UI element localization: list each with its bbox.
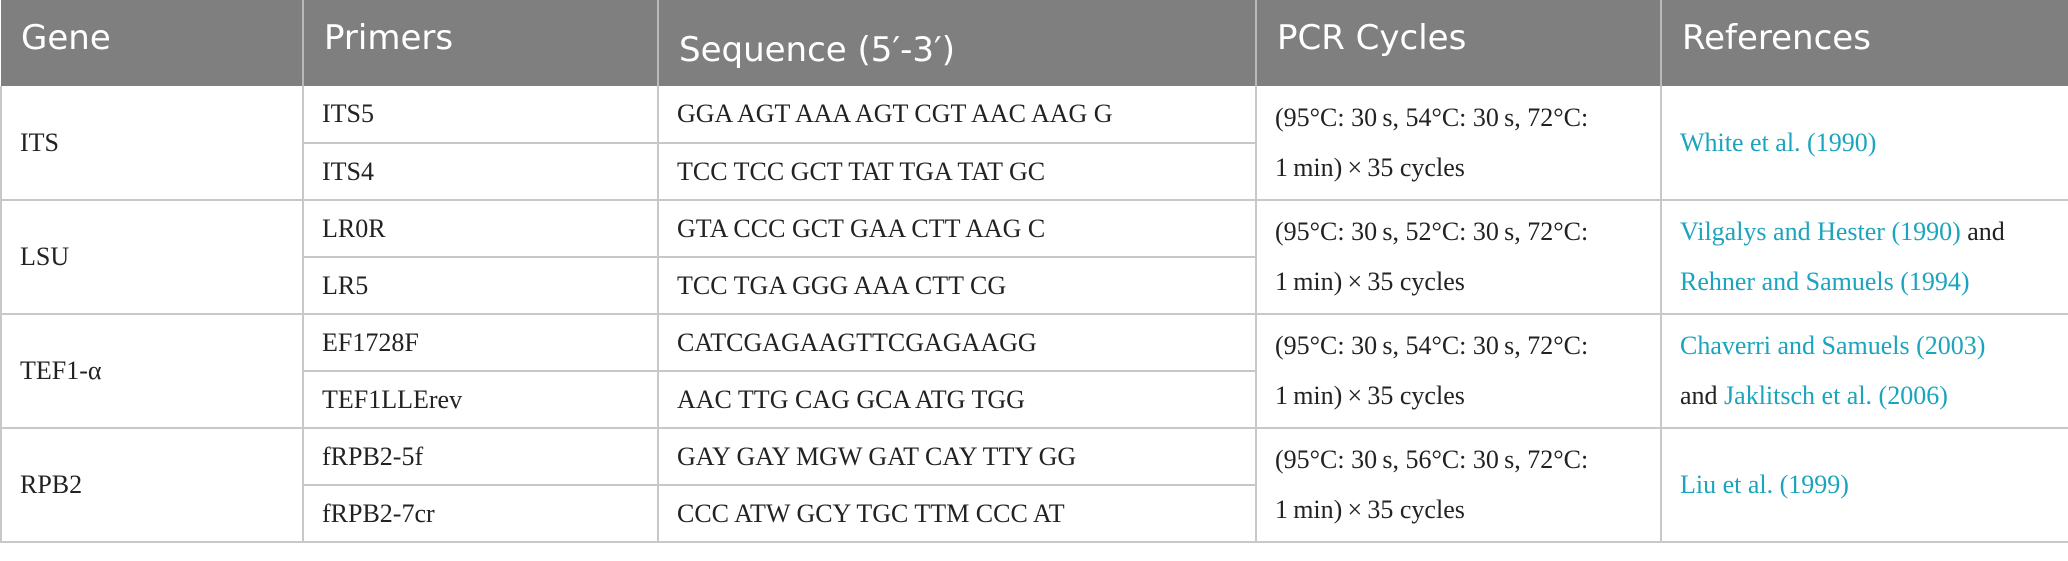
references-cell: Chaverri and Samuels (2003) and Jaklitsc… [1661, 314, 2068, 429]
sequence-cell: TCC TGA GGG AAA CTT CG [658, 257, 1257, 315]
table-row: LSU LR0R GTA CCC GCT GAA CTT AAG C (95°C… [0, 200, 2068, 315]
gene-cell: LSU [0, 200, 304, 315]
table-row: TEF1-α EF1728F CATCGAGAAGTTCGAGAAGG (95°… [0, 314, 2068, 429]
table-row: ITS ITS5 GGA AGT AAA AGT CGT AAC AAG G (… [0, 86, 2068, 201]
table-body: ITS ITS5 GGA AGT AAA AGT CGT AAC AAG G (… [0, 86, 2068, 543]
references-cell: White et al. (1990) [1661, 86, 2068, 201]
sequence-cell: CATCGAGAAGTTCGAGAAGG [658, 314, 1257, 372]
reference-link[interactable]: White et al. (1990) [1680, 127, 1877, 157]
pcr-cycles-cell: (95°C: 30 s, 52°C: 30 s, 72°C: 1 min) × … [1256, 200, 1662, 315]
reference-conjunction: and [1680, 381, 1725, 410]
primer-table: Gene Primers Sequence (5′-3′) PCR Cycles… [0, 0, 2068, 543]
gene-cell: ITS [0, 86, 304, 201]
pcr-cycles-line: 1 min) × 35 cycles [1275, 381, 1465, 410]
pcr-cycles-line: 1 min) × 35 cycles [1275, 495, 1465, 524]
header-pcr-cycles: PCR Cycles [1256, 0, 1662, 86]
primer-name-cell: fRPB2-7cr [302, 485, 659, 543]
gene-cell: RPB2 [0, 428, 304, 543]
reference-link[interactable]: Rehner and Samuels (1994) [1680, 267, 1970, 296]
header-primers: Primers [303, 0, 659, 86]
reference-link[interactable]: Jaklitsch et al. (2006) [1724, 381, 1948, 410]
header-row: Gene Primers Sequence (5′-3′) PCR Cycles… [1, 0, 2068, 86]
pcr-cycles-cell: (95°C: 30 s, 54°C: 30 s, 72°C: 1 min) × … [1256, 86, 1662, 201]
pcr-cycles-line: 1 min) × 35 cycles [1275, 267, 1465, 296]
pcr-cycles-line: (95°C: 30 s, 52°C: 30 s, 72°C: [1275, 217, 1589, 246]
sequence-cell: TCC TCC GCT TAT TGA TAT GC [658, 143, 1257, 201]
reference-link[interactable]: Liu et al. (1999) [1680, 470, 1849, 499]
table-row: RPB2 fRPB2-5f GAY GAY MGW GAT CAY TTY GG… [0, 428, 2068, 543]
reference-link[interactable]: Chaverri and Samuels (2003) [1680, 331, 1986, 360]
primer-name-cell: ITS5 [303, 86, 659, 144]
table-row: ITS4 TCC TCC GCT TAT TGA TAT GC [1, 143, 2068, 201]
sequence-cell: GAY GAY MGW GAT CAY TTY GG [658, 428, 1257, 486]
gene-cell: TEF1-α [0, 314, 304, 429]
header-sequence: Sequence (5′-3′) [658, 0, 1257, 86]
header-references: References [1682, 18, 1871, 58]
pcr-cycles-line: (95°C: 30 s, 54°C: 30 s, 72°C: [1275, 102, 1589, 132]
primer-name-cell: EF1728F [303, 314, 659, 372]
pcr-cycles-line: 1 min) × 35 cycles [1275, 152, 1465, 182]
table-row: LR5 TCC TGA GGG AAA CTT CG [1, 257, 2068, 315]
table-row: TEF1LLErev AAC TTG CAG GCA ATG TGG [1, 371, 2068, 429]
sequence-cell: GGA AGT AAA AGT CGT AAC AAG G [658, 86, 1257, 144]
sequence-cell: CCC ATW GCY TGC TTM CCC AT [658, 485, 1257, 543]
pcr-cycles-line: (95°C: 30 s, 56°C: 30 s, 72°C: [1275, 445, 1589, 474]
table-header: Gene Primers Sequence (5′-3′) PCR Cycles… [1, 0, 2068, 86]
primer-name-cell: TEF1LLErev [302, 371, 659, 429]
pcr-cycles-cell: (95°C: 30 s, 56°C: 30 s, 72°C: 1 min) × … [1256, 428, 1662, 543]
sequence-cell: AAC TTG CAG GCA ATG TGG [658, 371, 1257, 429]
references-cell: Vilgalys and Hester (1990) and Rehner an… [1661, 200, 2068, 315]
primer-name-cell: LR0R [303, 200, 659, 258]
sequence-cell: GTA CCC GCT GAA CTT AAG C [658, 200, 1257, 258]
pcr-cycles-cell: (95°C: 30 s, 54°C: 30 s, 72°C: 1 min) × … [1256, 314, 1662, 429]
pcr-cycles-line: (95°C: 30 s, 54°C: 30 s, 72°C: [1275, 331, 1589, 360]
primer-name-cell: fRPB2-5f [303, 428, 659, 486]
table-row: fRPB2-7cr CCC ATW GCY TGC TTM CCC AT [1, 485, 2068, 543]
header-gene: Gene [1, 0, 304, 86]
reference-conjunction: and [1960, 217, 2005, 246]
reference-link[interactable]: Vilgalys and Hester (1990) [1680, 217, 1961, 246]
references-cell: Liu et al. (1999) [1661, 428, 2068, 543]
primer-name-cell: LR5 [302, 257, 659, 315]
primer-name-cell: ITS4 [302, 143, 659, 201]
